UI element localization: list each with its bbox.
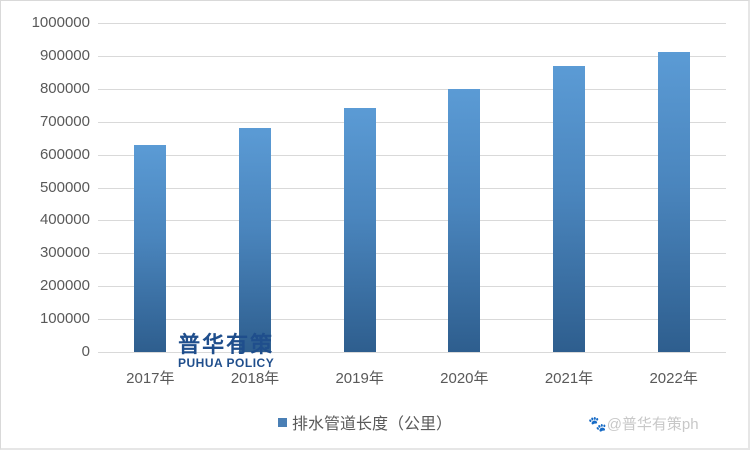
gridline <box>98 154 726 156</box>
y-tick-label: 300000 <box>39 244 90 262</box>
bar <box>657 51 690 352</box>
gridline <box>98 55 726 57</box>
gridline <box>98 88 726 90</box>
bar <box>343 107 376 352</box>
y-tick-label: 0 <box>81 343 90 360</box>
x-tick-label: 2021年 <box>544 370 594 387</box>
legend-swatch-icon <box>278 417 287 427</box>
gridline <box>98 121 726 123</box>
source-watermark: 🐾@普华有策ph <box>588 413 699 434</box>
bar <box>239 127 271 352</box>
x-tick-label: 2020年 <box>440 370 489 387</box>
gridline <box>98 352 726 353</box>
gridline <box>98 23 726 24</box>
x-tick-label: 2018年 <box>230 370 280 387</box>
y-tick-label: 800000 <box>39 79 90 97</box>
gridline <box>98 253 726 255</box>
x-tick-label: 2019年 <box>335 370 384 387</box>
bar <box>134 144 167 352</box>
legend-label: 排水管道长度（公里） <box>292 416 453 433</box>
y-tick-label: 400000 <box>39 211 90 229</box>
y-tick-label: 900000 <box>39 46 90 64</box>
x-tick-label: 2022年 <box>649 370 698 387</box>
gridline <box>98 220 726 222</box>
bar <box>553 66 585 352</box>
paw-icon: 🐾 <box>588 416 607 433</box>
logo-cn: 普华有策 <box>178 332 275 357</box>
watermark-text: @普华有策ph <box>606 416 699 433</box>
gridline <box>98 319 726 321</box>
y-tick-label: 1000000 <box>31 14 90 31</box>
plot-area: 1000000 900000 800000 700000 600000 500000 400… <box>32 15 726 360</box>
y-tick-label: 100000 <box>39 310 90 328</box>
y-tick-label: 600000 <box>39 145 90 163</box>
gridline <box>98 187 726 189</box>
logo-en: PUHUA POLICY <box>178 356 275 370</box>
y-tick-label: 700000 <box>39 112 90 130</box>
logo-watermark: 普华有策 PUHUA POLICY <box>178 332 275 370</box>
x-tick-label: 2017年 <box>126 370 175 387</box>
gridline <box>98 286 726 288</box>
legend: 排水管道长度（公里） <box>278 410 452 434</box>
y-tick-label: 500000 <box>39 178 90 196</box>
bar <box>448 88 481 352</box>
y-tick-label: 200000 <box>39 277 90 295</box>
